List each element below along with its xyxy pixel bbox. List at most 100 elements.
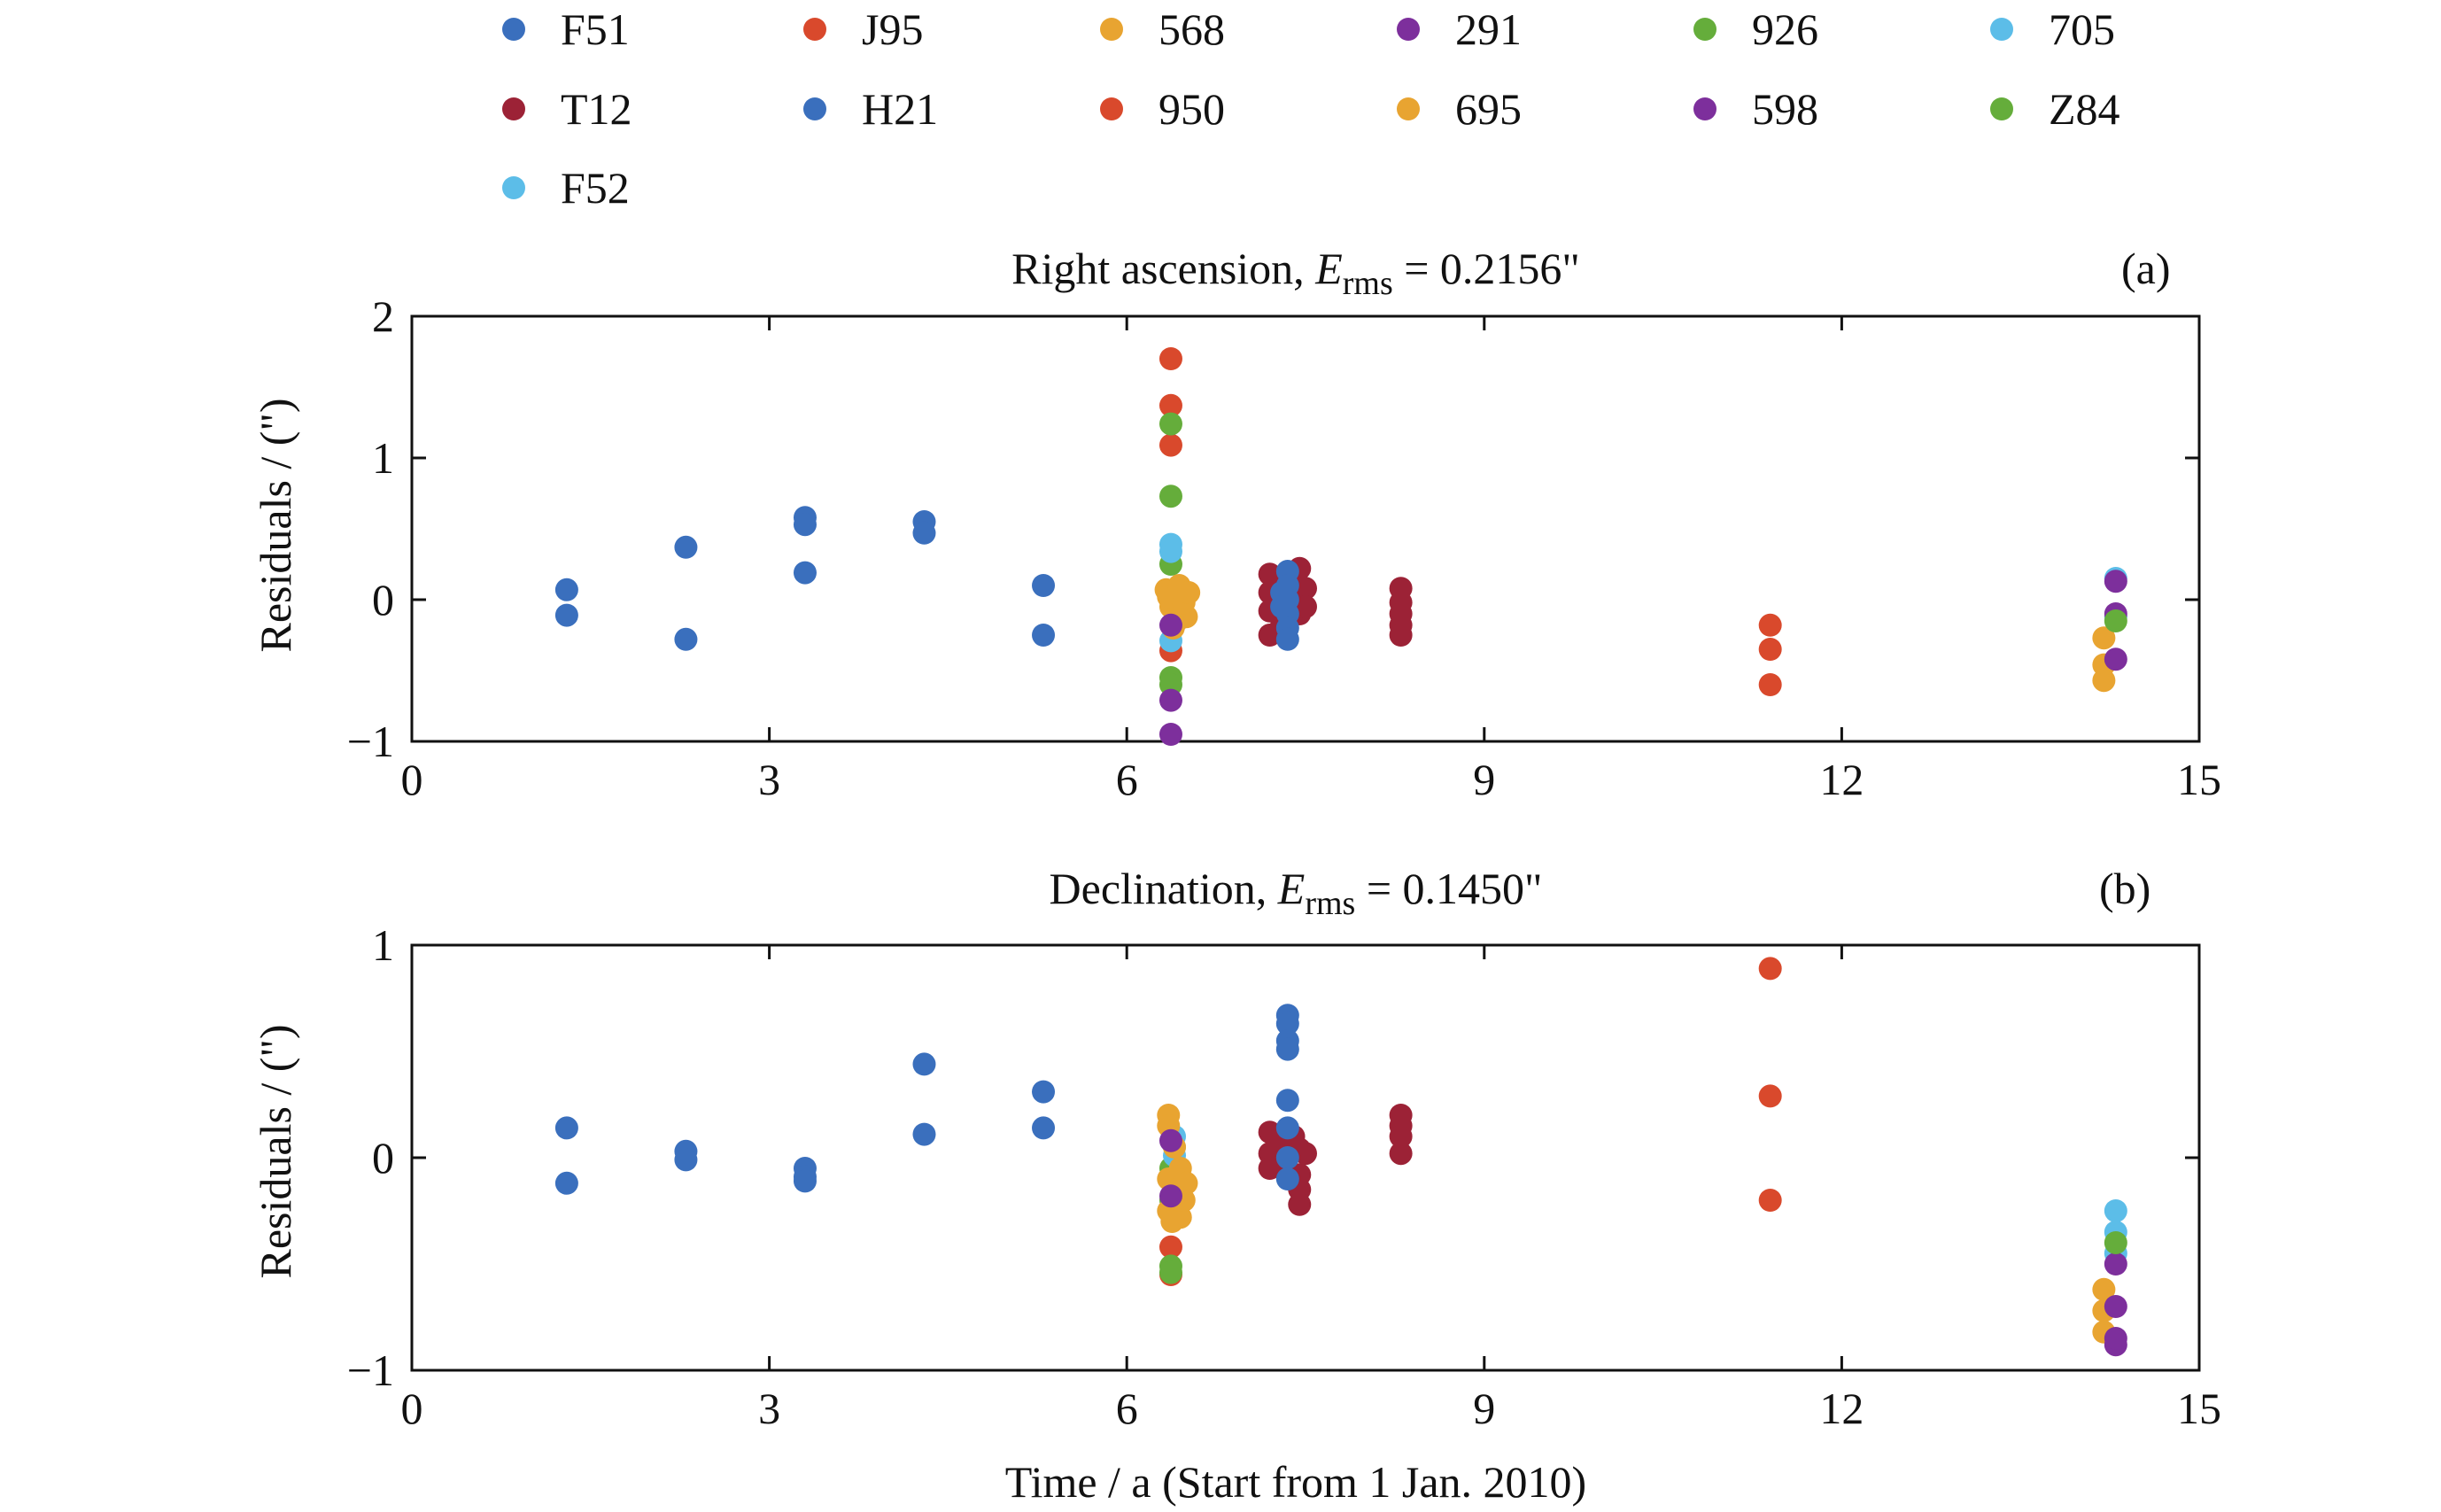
legend-item-695: 695: [1397, 84, 1522, 134]
legend-marker: [1990, 97, 2013, 120]
data-point: [1275, 1146, 1299, 1169]
data-point: [554, 578, 578, 601]
legend-marker: [1100, 18, 1123, 41]
legend-marker: [1100, 97, 1123, 120]
data-point: [1758, 673, 1782, 696]
data-point: [1032, 1116, 1056, 1140]
data-point: [1159, 347, 1182, 370]
legend-marker: [803, 18, 826, 41]
x-tick-label: 9: [1473, 755, 1495, 804]
x-tick-label: 0: [401, 755, 423, 804]
data-point: [1294, 595, 1317, 618]
legend-label: 695: [1455, 84, 1522, 134]
panel-b-title: Declination, Erms = 0.1450": [1050, 864, 1543, 922]
x-tick-label: 15: [2177, 755, 2221, 804]
data-point: [674, 1148, 698, 1172]
data-point: [1159, 1184, 1182, 1208]
legend-label: F52: [561, 163, 630, 213]
legend-item-598: 598: [1693, 84, 1818, 134]
data-point: [1389, 1142, 1413, 1166]
legend-label: 950: [1159, 84, 1225, 134]
panel-declination: Declination, Erms = 0.1450" (b) Residual…: [251, 864, 2221, 1433]
legend: F51 J95 568 291 926 705 T12 H21 950 695 598 Z84 F52: [502, 4, 2120, 213]
data-point: [2104, 1327, 2127, 1350]
data-point: [1032, 624, 1056, 647]
data-point: [1174, 1171, 1198, 1195]
legend-label: 568: [1159, 4, 1225, 54]
legend-label: 291: [1455, 4, 1522, 54]
legend-marker: [1397, 97, 1420, 120]
data-point: [1758, 1084, 1782, 1108]
data-point: [1177, 581, 1201, 604]
legend-item-291: 291: [1397, 4, 1522, 54]
x-tick-label: 3: [758, 1384, 780, 1433]
panel-b-plot: 0 3 6 9 12 15−101: [347, 920, 2221, 1433]
legend-item-926: 926: [1693, 4, 1818, 54]
legend-item-950: 950: [1100, 84, 1225, 134]
legend-item-T12: T12: [502, 84, 632, 134]
legend-label: 926: [1752, 4, 1818, 54]
data-point: [793, 561, 817, 585]
series-F51: [554, 506, 1056, 651]
legend-item-Z84: Z84: [1990, 84, 2120, 134]
data-point: [1275, 1037, 1299, 1061]
data-point: [1389, 624, 1413, 647]
data-point: [1032, 574, 1056, 597]
data-point: [1159, 412, 1182, 436]
legend-marker: [803, 97, 826, 120]
legend-marker: [502, 176, 525, 199]
legend-item-F51: F51: [502, 4, 630, 54]
data-point: [1160, 1210, 1184, 1233]
series-568: [1157, 1104, 1198, 1233]
series-291: [1159, 613, 1182, 746]
data-point: [2104, 647, 2127, 671]
data-point: [2104, 1252, 2127, 1276]
panel-a-title: Right ascension, Erms = 0.2156": [1011, 244, 1580, 302]
legend-item-568: 568: [1100, 4, 1225, 54]
data-point: [1275, 1012, 1299, 1035]
series-H21: [1270, 560, 1299, 651]
legend-item-F52: F52: [502, 163, 630, 213]
legend-item-J95: J95: [803, 4, 923, 54]
data-point: [1159, 485, 1182, 508]
data-point: [554, 1171, 578, 1195]
data-point: [1288, 1192, 1312, 1216]
y-tick-label: 1: [372, 433, 394, 483]
y-tick-label: 0: [372, 575, 394, 624]
legend-marker: [1693, 97, 1716, 120]
panel-b-ylabel: Residuals / ("): [251, 1024, 300, 1278]
data-point: [554, 603, 578, 627]
legend-label: J95: [862, 4, 923, 54]
data-point: [2092, 1277, 2116, 1301]
y-tick-label: 2: [372, 291, 394, 341]
data-point: [674, 535, 698, 559]
y-tick-label: −1: [347, 717, 394, 766]
data-point: [554, 1116, 578, 1140]
data-point: [1159, 393, 1182, 417]
y-tick-label: 0: [372, 1133, 394, 1182]
data-point: [1275, 1089, 1299, 1113]
data-point: [2092, 669, 2116, 693]
x-tick-label: 6: [1116, 1384, 1138, 1433]
data-point: [912, 1052, 936, 1076]
legend-label: T12: [561, 84, 632, 134]
data-point: [1275, 1116, 1299, 1140]
panel-a-tag: (a): [2121, 244, 2171, 293]
series-598: [2104, 570, 2127, 671]
data-point: [1758, 957, 1782, 981]
data-point: [1294, 577, 1317, 601]
data-point: [1294, 1142, 1317, 1166]
series-F51: [554, 1052, 1056, 1195]
y-tick-label: −1: [347, 1345, 394, 1395]
data-point: [1032, 1080, 1056, 1104]
legend-marker: [502, 97, 525, 120]
data-point: [1159, 723, 1182, 746]
series-950: [1758, 957, 1782, 1212]
data-point: [793, 513, 817, 537]
legend-item-H21: H21: [803, 84, 938, 134]
x-tick-label: 15: [2177, 1384, 2221, 1433]
data-point: [1758, 1189, 1782, 1212]
series-T12: [1258, 1104, 1413, 1216]
series-291: [1159, 1128, 1182, 1208]
